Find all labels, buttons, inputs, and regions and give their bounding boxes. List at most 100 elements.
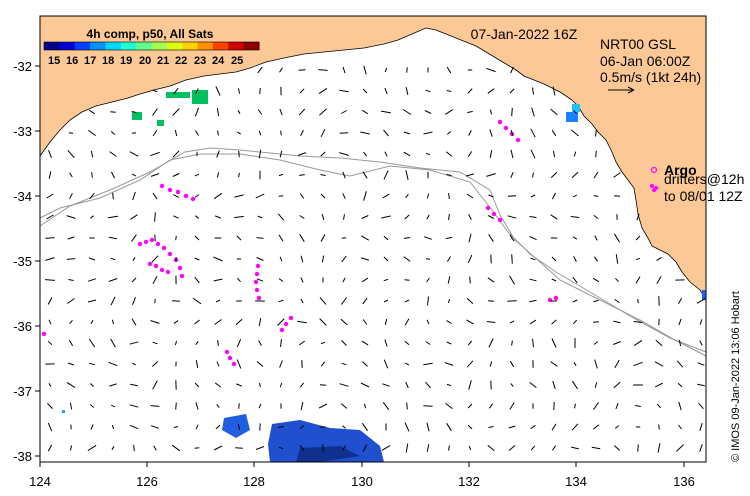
current-vector [87, 444, 97, 452]
colorbar-tick: 17 [84, 55, 96, 67]
current-vector [511, 254, 513, 264]
colorbar-swatch [228, 42, 245, 50]
current-vector [319, 108, 327, 116]
current-vector [571, 380, 579, 390]
current-vector [214, 215, 222, 219]
current-vector [384, 318, 388, 326]
current-vector [280, 339, 282, 347]
current-vector [297, 320, 307, 324]
y-tick-label: -32 [13, 59, 32, 74]
current-vector [447, 276, 451, 284]
colorbar-swatch [105, 42, 122, 50]
current-vector [90, 383, 94, 387]
current-vector [68, 279, 74, 281]
current-vector [236, 235, 242, 241]
current-vector [633, 321, 643, 323]
current-vector [637, 444, 639, 452]
current-vector [87, 278, 97, 282]
current-vector [112, 192, 114, 200]
current-vector [216, 403, 220, 409]
current-vector [530, 257, 536, 261]
current-vector [615, 254, 619, 264]
current-vector [488, 403, 494, 409]
current-vector [342, 277, 346, 283]
current-vector [45, 279, 55, 281]
current-vector [256, 278, 264, 282]
colorbar-swatch [151, 42, 168, 50]
current-vector [405, 381, 409, 389]
current-vector [129, 341, 139, 345]
current-vector [300, 277, 304, 283]
current-vector [278, 446, 284, 450]
current-vector [489, 361, 493, 367]
current-vector [551, 445, 557, 451]
current-vector [529, 319, 537, 325]
current-vector [381, 445, 391, 451]
current-vector [446, 341, 452, 345]
current-vector [110, 296, 116, 306]
current-vector [488, 338, 494, 348]
current-vector [341, 362, 347, 366]
drifter-tracks [41, 119, 559, 367]
current-vector [363, 151, 367, 157]
current-vector [654, 382, 664, 388]
current-vector [172, 108, 180, 116]
current-vector [213, 445, 223, 451]
current-vector [487, 88, 495, 94]
current-vector [88, 129, 96, 137]
current-vector [403, 237, 411, 239]
current-vector [656, 403, 662, 409]
current-vector [426, 214, 430, 220]
x-tick-label: 134 [565, 474, 587, 489]
current-vector [256, 361, 264, 367]
current-vector [110, 257, 116, 261]
current-vector [383, 256, 389, 262]
current-vector [237, 109, 241, 115]
current-vector [426, 193, 430, 199]
current-vector [111, 424, 115, 430]
current-vector [47, 444, 53, 452]
current-vector [279, 360, 283, 368]
colorbar-tick: 15 [48, 55, 60, 67]
current-vector [278, 234, 284, 242]
current-vector [613, 381, 621, 389]
current-vector [405, 170, 409, 180]
current-vector [532, 338, 534, 348]
current-vector [425, 152, 431, 156]
current-vector [111, 319, 115, 325]
current-vector [425, 89, 431, 93]
current-vector [574, 403, 576, 409]
current-vector [194, 447, 200, 449]
current-vector [320, 174, 326, 176]
current-vector [215, 424, 221, 430]
current-vector [510, 66, 514, 74]
current-vector [469, 276, 471, 284]
current-vector [362, 319, 368, 325]
current-vector [278, 299, 284, 303]
current-vector [172, 150, 180, 158]
current-vector [319, 318, 327, 326]
current-vector [509, 275, 515, 285]
current-vector [532, 172, 534, 178]
current-vector [297, 152, 307, 156]
current-vector [446, 320, 452, 324]
current-vector [383, 235, 389, 241]
current-vector [511, 340, 513, 346]
current-vector [448, 193, 450, 199]
colorbar-swatch [212, 42, 229, 50]
current-vector [445, 236, 453, 240]
current-vector [90, 150, 94, 158]
current-vector [550, 172, 558, 178]
current-vector [511, 107, 513, 117]
current-vector [508, 425, 516, 429]
current-vector [213, 278, 223, 282]
current-vector [362, 361, 368, 367]
current-vector [654, 361, 664, 367]
current-vector [319, 297, 327, 305]
current-vector [404, 318, 410, 326]
current-vector [45, 257, 55, 261]
current-vector [69, 319, 73, 325]
current-vector [426, 319, 430, 325]
current-vector [614, 298, 620, 304]
colorbar-swatch [90, 42, 106, 50]
